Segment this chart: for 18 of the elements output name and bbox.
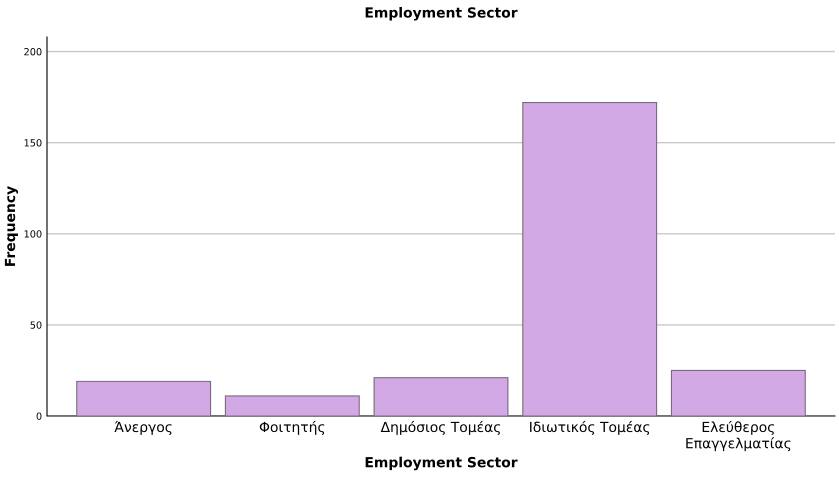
y-tick-label: 50 — [30, 321, 42, 329]
y-tick-label: 150 — [24, 139, 42, 147]
bar — [76, 380, 212, 416]
bar — [224, 395, 360, 416]
bar — [374, 377, 508, 416]
x-tick-label: Φοιτητής — [260, 420, 324, 435]
x-axis-title: Employment Sector — [366, 456, 518, 470]
x-tick-label: Δημόσιος Τομέας — [380, 420, 500, 435]
chart-title: Employment Sector — [366, 7, 518, 21]
x-tick-label: Άνεργος — [114, 420, 172, 435]
y-tick-label: 0 — [36, 412, 42, 420]
bar — [522, 102, 658, 416]
y-tick-label: 100 — [24, 230, 42, 238]
y-axis-title: Frequency — [4, 186, 18, 266]
x-tick-label: Ελεύθερος Επαγγελματίας — [686, 420, 790, 452]
bar — [670, 370, 806, 416]
x-tick-label: Ιδιωτικός Τομέας — [530, 420, 650, 435]
y-tick-label: 200 — [24, 48, 42, 56]
